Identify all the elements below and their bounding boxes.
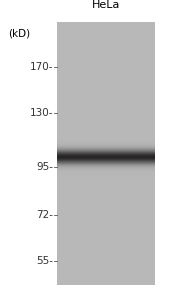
Bar [57,22,155,285]
Text: 95-: 95- [36,162,53,172]
Text: 130-: 130- [30,108,53,118]
Text: HeLa: HeLa [92,0,120,10]
Text: 55-: 55- [36,256,53,266]
Text: 170-: 170- [30,61,53,71]
Text: (kD): (kD) [8,28,30,38]
Text: 72-: 72- [36,210,53,220]
